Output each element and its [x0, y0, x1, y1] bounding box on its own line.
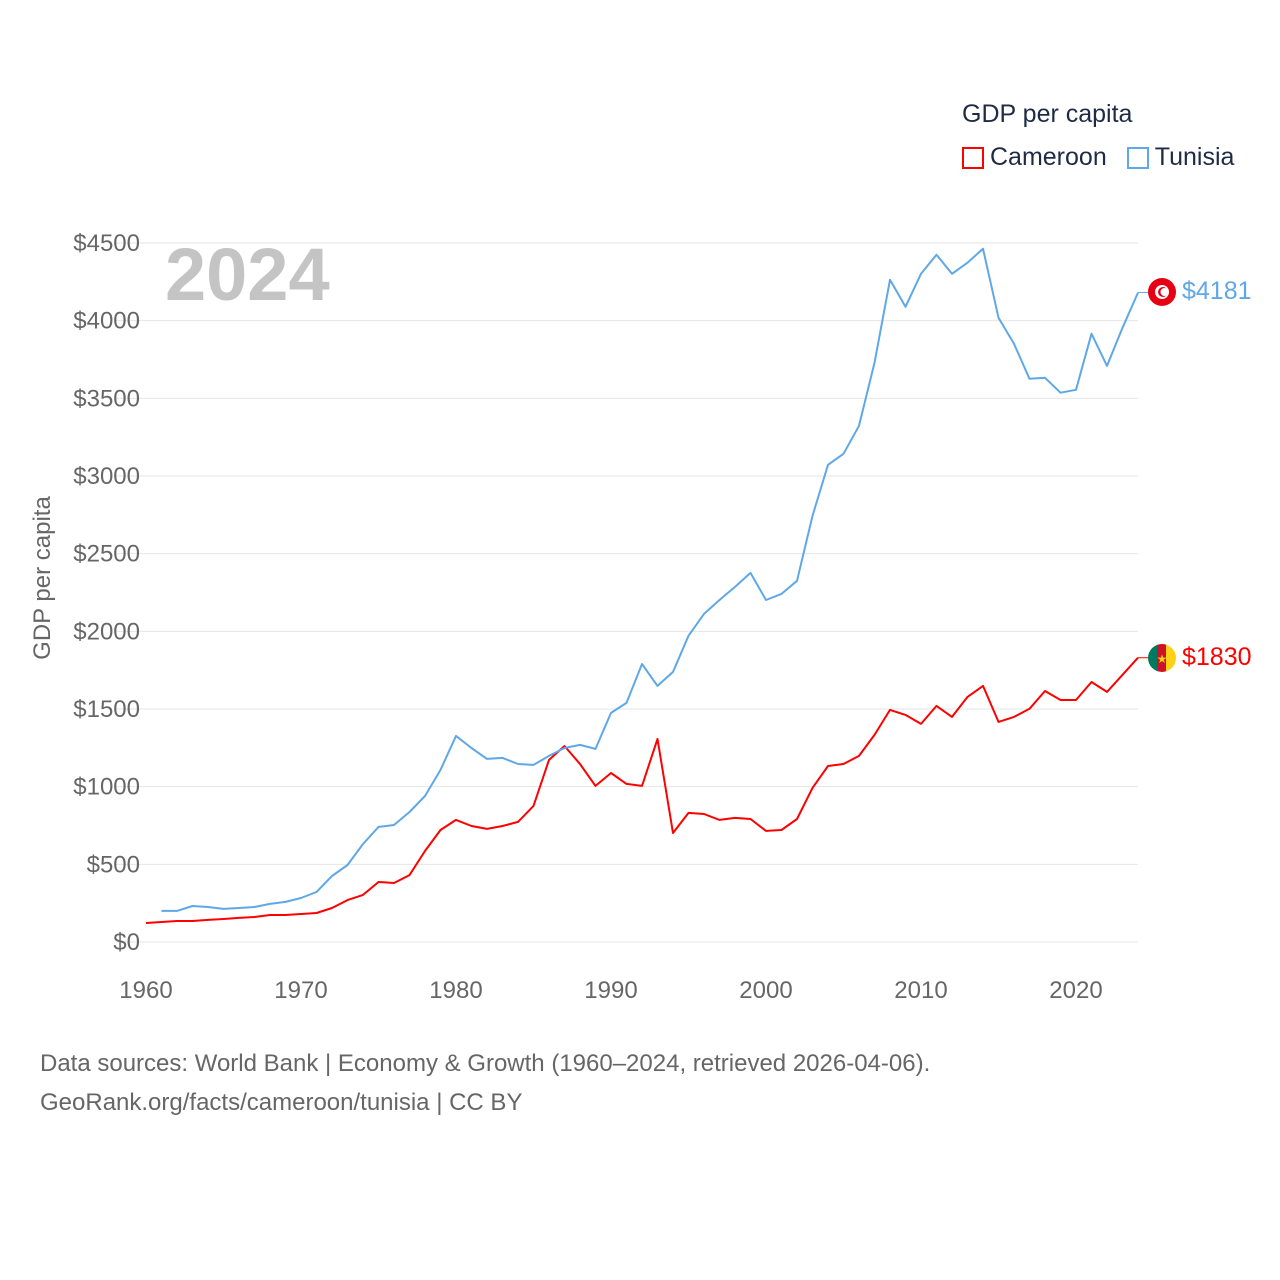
legend: Cameroon Tunisia: [962, 143, 1234, 172]
series-lines: [145, 247, 1148, 924]
attribution-link[interactable]: GeoRank.org/facts/cameroon/tunisia | CC …: [40, 1089, 523, 1116]
legend-title: GDP per capita: [962, 100, 1133, 128]
tunisia-flag-icon: [1148, 278, 1176, 306]
x-axis-ticks: 1960 1970 1980 1990 2000 2010 2020: [119, 977, 1102, 1004]
footer: Data sources: World Bank | Economy & Gro…: [40, 1044, 930, 1122]
series-line-tunisia: [161, 247, 1139, 912]
y-tick-label: $3000: [73, 463, 140, 490]
series-line-cameroon: [145, 657, 1139, 924]
legend-label: Tunisia: [1154, 143, 1235, 171]
y-tick-label: $2000: [73, 618, 140, 645]
data-source-text: Data sources: World Bank | Economy & Gro…: [40, 1050, 931, 1077]
y-tick-label: $1500: [73, 696, 140, 723]
y-tick-label: $4500: [73, 230, 140, 257]
year-watermark: 2024: [165, 233, 330, 316]
x-tick-label: 2000: [739, 977, 792, 1004]
legend-swatch-tunisia: [1126, 146, 1149, 169]
x-tick-label: 1960: [119, 977, 172, 1004]
y-tick-label: $3500: [73, 385, 140, 412]
x-tick-label: 1970: [274, 977, 327, 1004]
y-axis-ticks: $0 $500 $1000 $1500 $2000 $2500 $3000 $3500 $400…: [73, 230, 140, 956]
x-tick-label: 1990: [584, 977, 637, 1004]
y-axis-label: GDP per capita: [29, 496, 56, 660]
y-tick-label: $4000: [73, 308, 140, 335]
legend-swatch-cameroon: [962, 146, 984, 169]
cameroon-flag-icon: ★: [1148, 644, 1176, 672]
legend-item-tunisia[interactable]: Tunisia: [1126, 143, 1235, 172]
y-tick-label: $500: [87, 851, 140, 878]
x-tick-label: 1980: [429, 977, 482, 1004]
legend-label: Cameroon: [990, 143, 1107, 171]
cameroon-end-label: $1830: [1182, 643, 1252, 671]
tunisia-end-label: $4181: [1182, 277, 1252, 305]
x-tick-label: 2020: [1049, 977, 1102, 1004]
gridlines: [116, 242, 1138, 943]
y-tick-label: $1000: [73, 774, 140, 801]
svg-text:★: ★: [1157, 652, 1168, 666]
x-tick-label: 2010: [894, 977, 947, 1004]
y-tick-label: $0: [113, 929, 140, 956]
legend-item-cameroon[interactable]: Cameroon: [962, 143, 1107, 172]
y-tick-label: $2500: [73, 541, 140, 568]
